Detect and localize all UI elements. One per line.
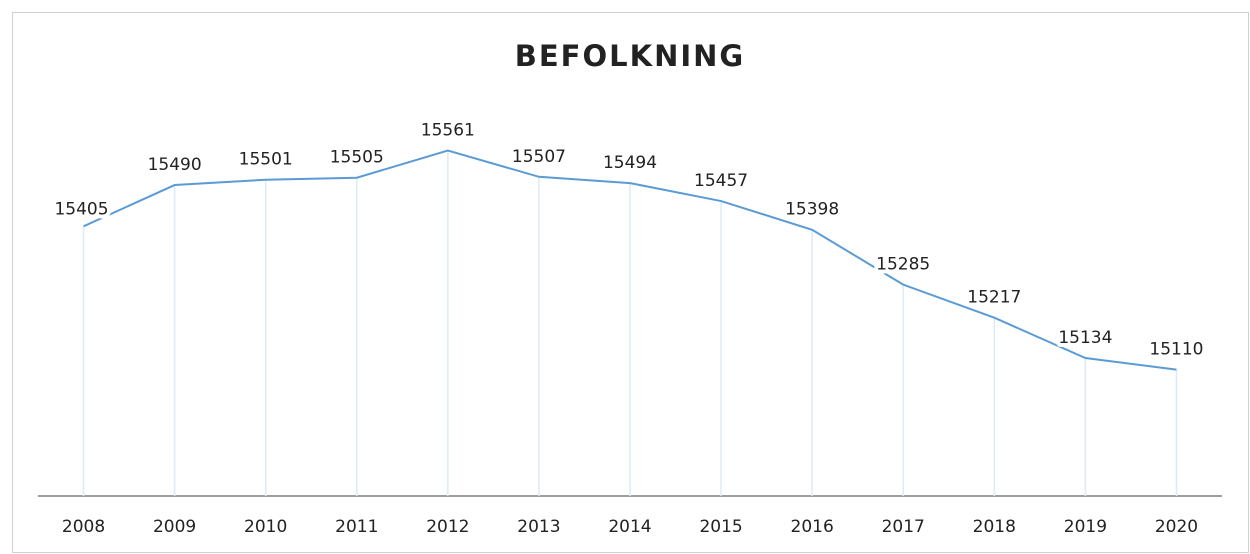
x-tick-label: 2016 — [791, 517, 834, 537]
data-label: 15561 — [421, 121, 475, 141]
x-tick-label: 2017 — [882, 517, 925, 537]
x-tick-label: 2012 — [426, 517, 469, 537]
data-label: 15505 — [330, 148, 384, 168]
x-tick-label: 2011 — [335, 517, 378, 537]
data-label: 15405 — [54, 199, 108, 219]
data-label: 15285 — [876, 255, 930, 275]
data-label: 15494 — [603, 153, 657, 173]
data-label: 15217 — [967, 288, 1021, 308]
x-tick-label: 2020 — [1155, 517, 1198, 537]
data-label: 15507 — [512, 147, 566, 167]
x-tick-label: 2010 — [244, 517, 287, 537]
line — [83, 149, 1177, 371]
data-label: 15398 — [785, 200, 839, 220]
chart-title: BEFOLKNING — [515, 39, 745, 73]
data-label: 15490 — [148, 155, 202, 175]
data-label: 15110 — [1149, 340, 1203, 360]
x-tick-label: 2014 — [608, 517, 651, 537]
x-tick-label: 2015 — [699, 517, 742, 537]
data-label: 15457 — [694, 171, 748, 191]
data-label: 15501 — [239, 150, 293, 170]
x-tick-label: 2018 — [973, 517, 1016, 537]
x-tick-label: 2013 — [517, 517, 560, 537]
x-tick-label: 2009 — [153, 517, 196, 537]
x-tick-label: 2019 — [1064, 517, 1107, 537]
x-tick-label: 2008 — [62, 517, 105, 537]
data-label: 15134 — [1058, 328, 1112, 348]
